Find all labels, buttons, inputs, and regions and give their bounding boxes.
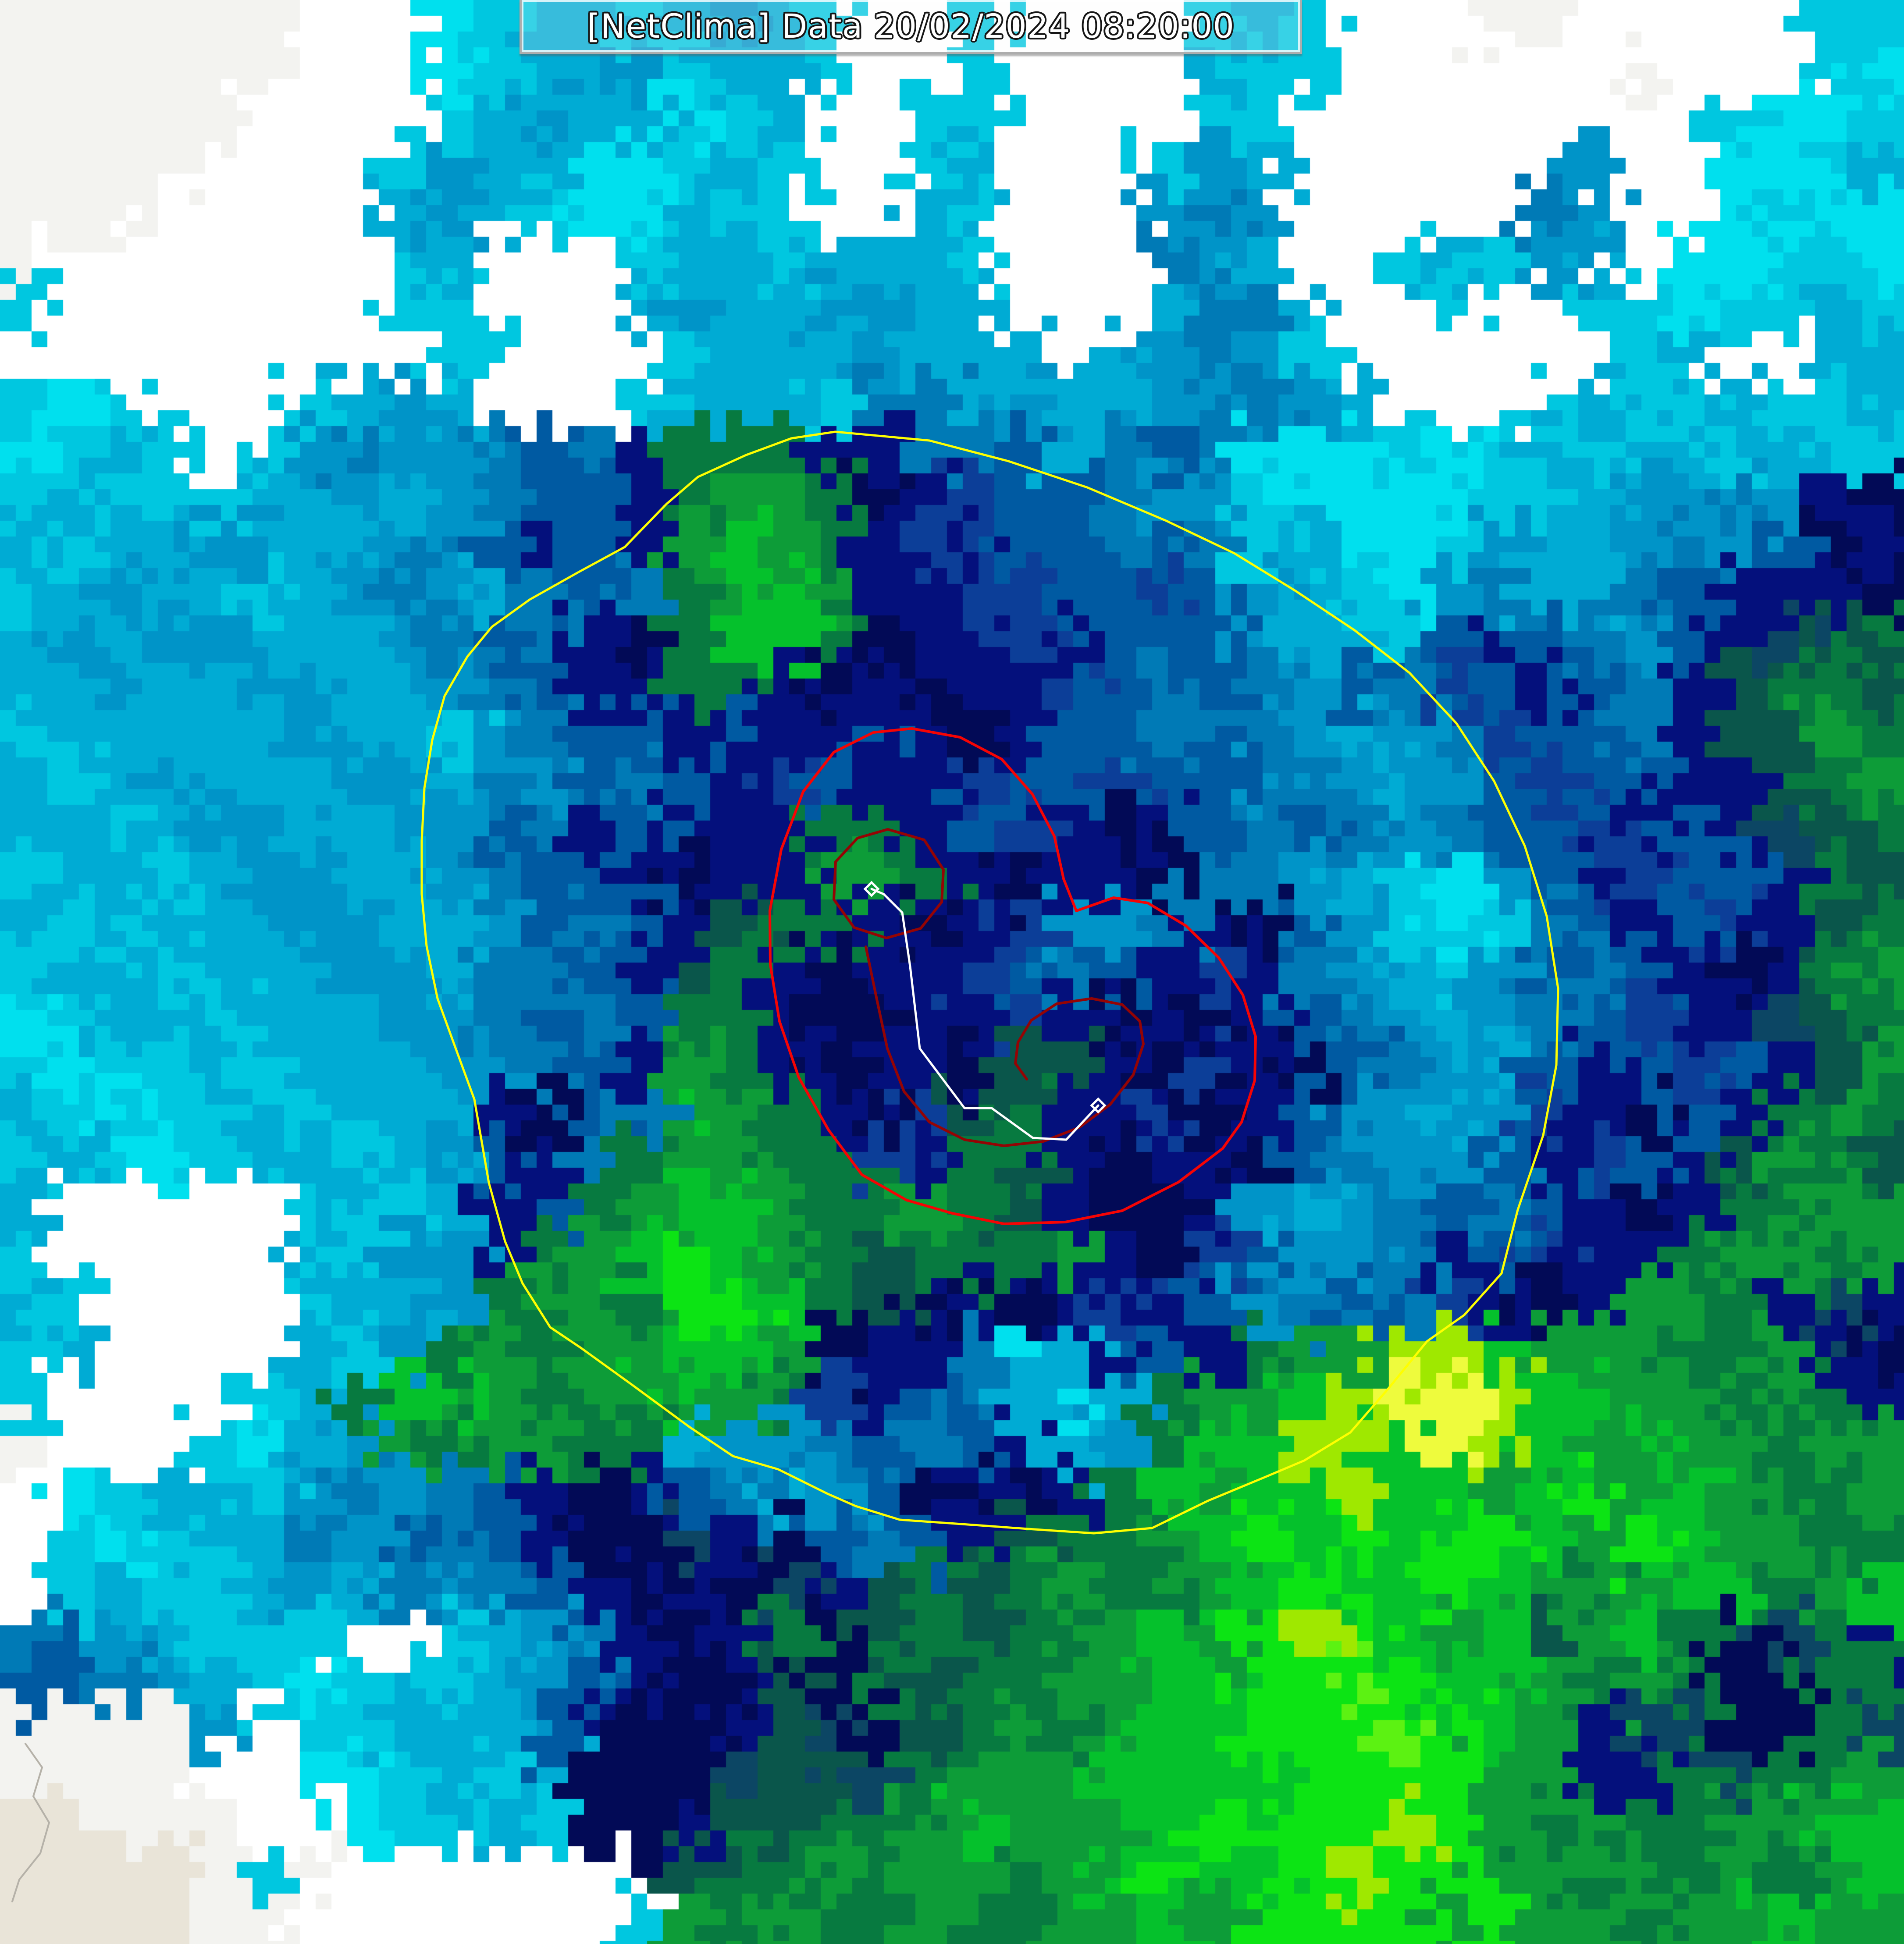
track-endpoint-marker [1090,1097,1107,1114]
timestamp-text: [NetClima] Data 20/02/2024 08:20:00 [587,6,1235,46]
storm-contour-inner-lobe-line [833,828,945,939]
storm-contour-inner-spiral-line [865,945,1145,1147]
track-endpoint-marker [863,881,880,897]
timestamp-overlay: [NetClima] Data 20/02/2024 08:20:00 [520,0,1302,54]
storm-contour-outer-line [769,727,1257,1225]
basemap-river-line [11,1743,50,1902]
cyclone-track-line [870,888,1100,1141]
range-ring-line [420,430,1559,1535]
